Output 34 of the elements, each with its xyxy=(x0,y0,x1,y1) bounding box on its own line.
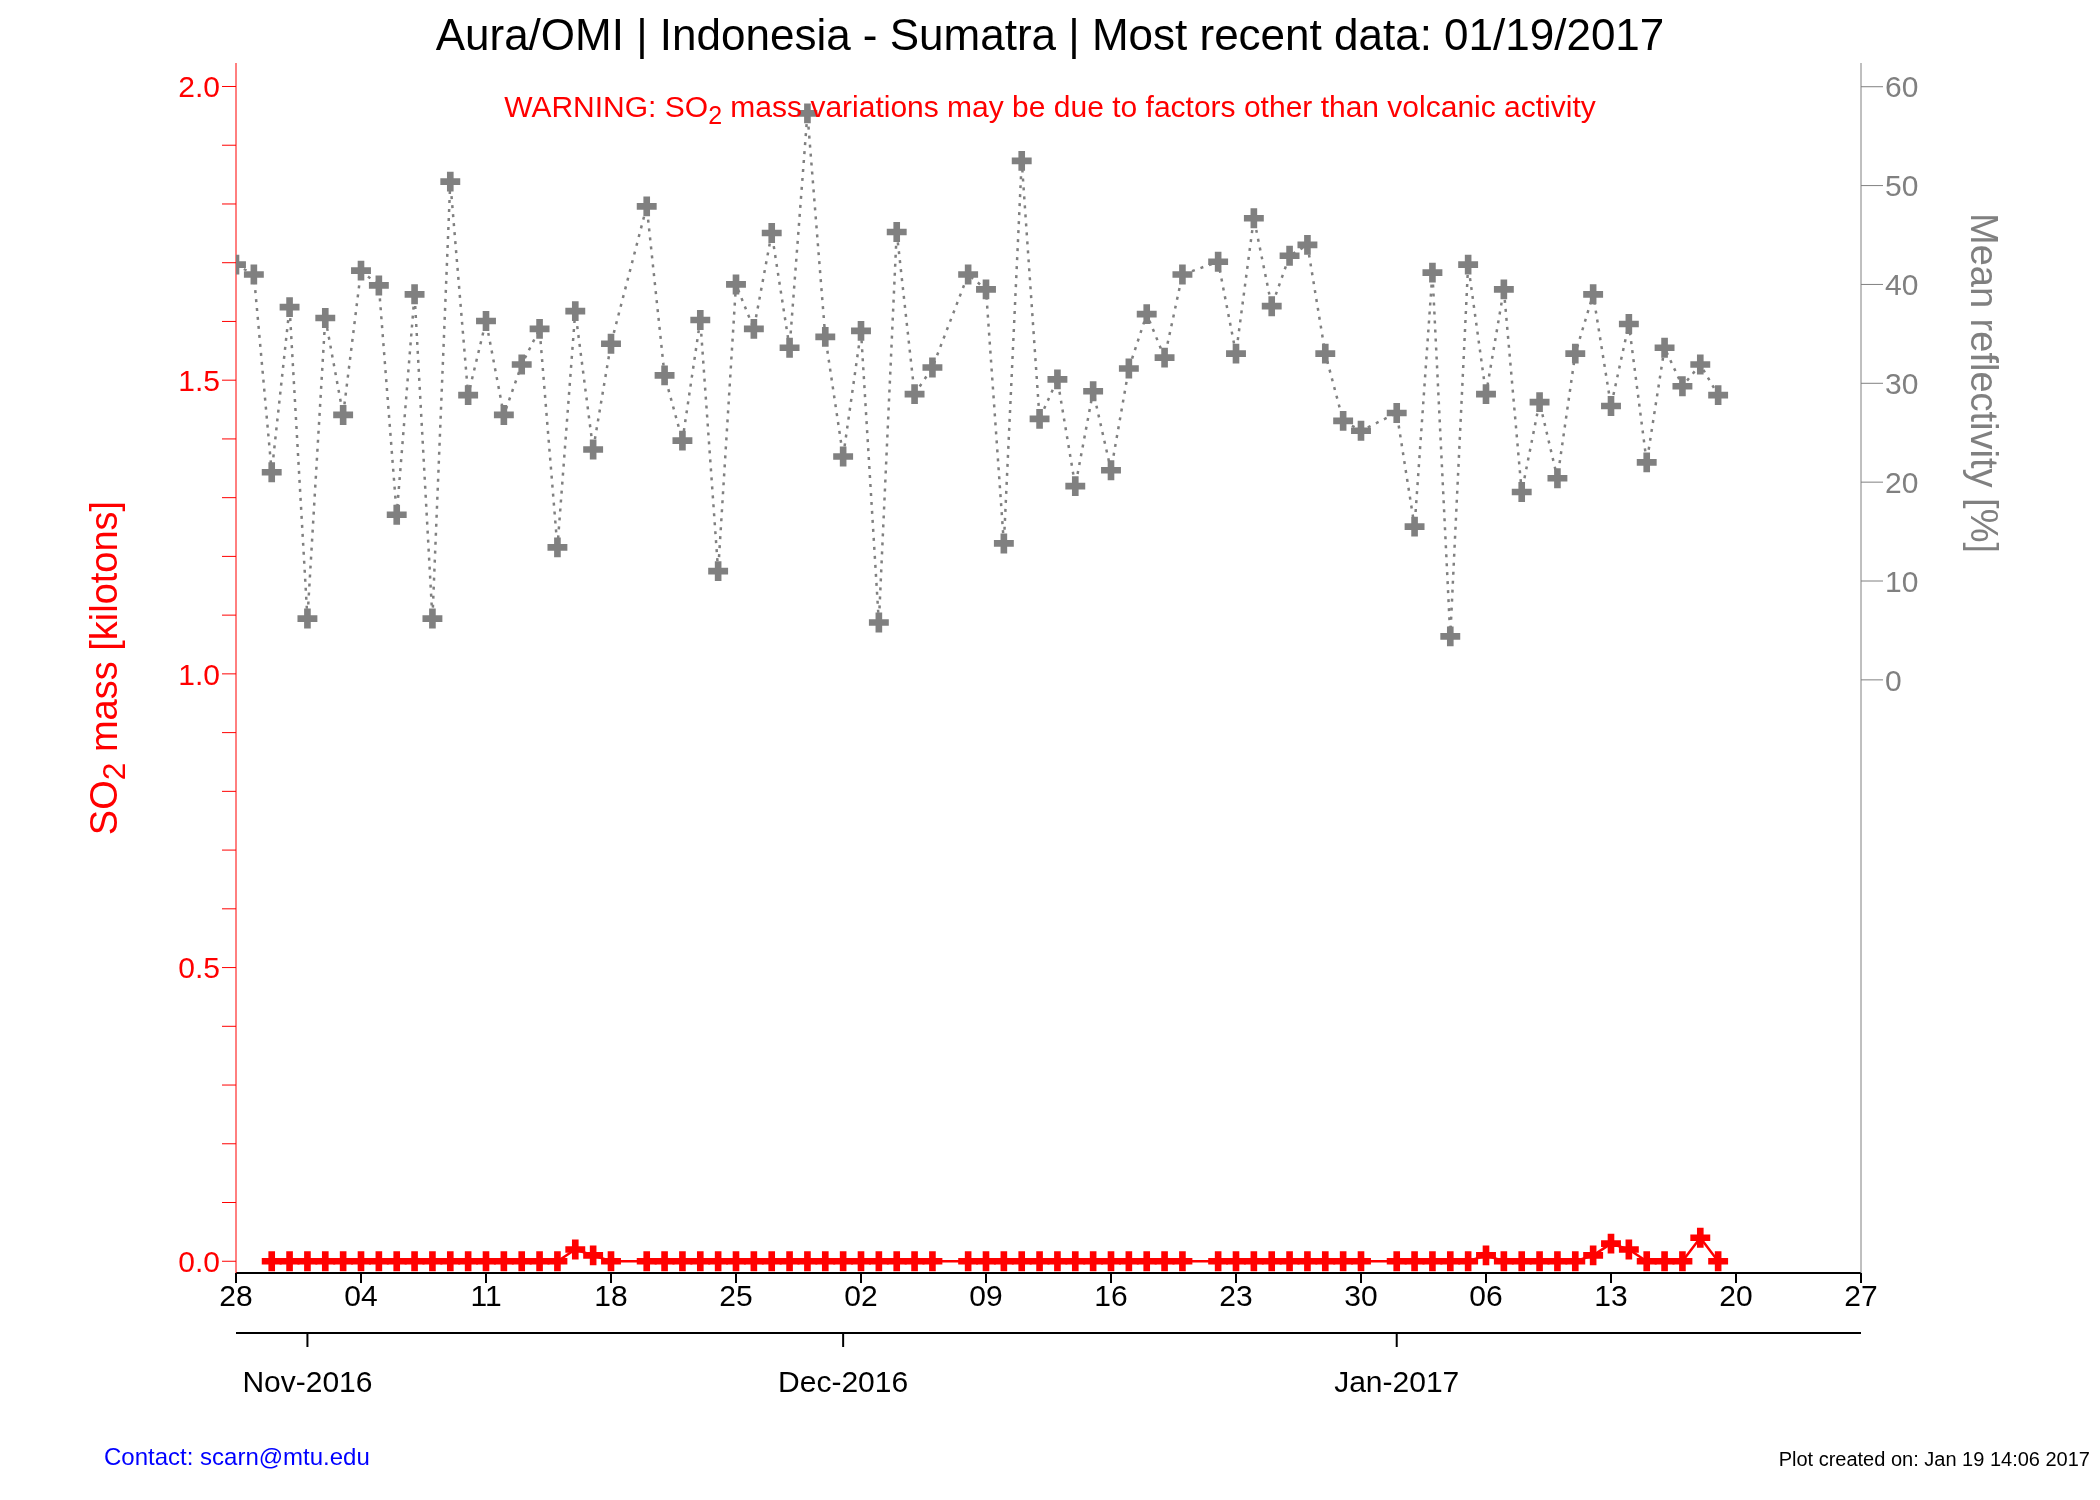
text: Plot created on: Jan 19 14:06 2017 xyxy=(1778,1448,2090,1471)
chart-title: Aura/OMI | Indonesia - Sumatra | Most recent data: 01/19/2017 xyxy=(434,10,1666,60)
y2-axis-title: Mean reflectivity [%] xyxy=(1961,213,2005,553)
y2-tick-label: 40 xyxy=(1885,268,1919,302)
y-tick-label: 0.5 xyxy=(178,951,220,985)
y2-tick-label: 0 xyxy=(1885,663,1902,697)
x-tick-label: 04 xyxy=(344,1279,378,1313)
x-tick-label: 28 xyxy=(219,1279,253,1313)
x-tick-label: 18 xyxy=(594,1279,628,1313)
y-tick-label: 2.0 xyxy=(178,70,220,104)
x-tick-label: 16 xyxy=(1094,1279,1128,1313)
x2-tick-label: Dec-2016 xyxy=(778,1365,909,1399)
x-tick-label: 25 xyxy=(719,1279,753,1313)
y-tick-label: 0.0 xyxy=(178,1244,220,1278)
x2-tick-label: Nov-2016 xyxy=(242,1365,373,1399)
y-tick-label: 1.5 xyxy=(178,363,220,397)
x-tick-label: 06 xyxy=(1469,1279,1503,1313)
y2-tick-label: 30 xyxy=(1885,366,1919,400)
x-tick-label: 11 xyxy=(470,1279,502,1313)
y2-tick-label: 10 xyxy=(1885,564,1919,598)
x-tick-label: 27 xyxy=(1844,1279,1878,1313)
x2-tick-label: Jan-2017 xyxy=(1334,1365,1460,1399)
x-tick-label: 09 xyxy=(969,1279,1003,1313)
x-tick-label: 02 xyxy=(844,1279,878,1313)
annotation: WARNING: SO$_{2}$ mass variations may be due to factors other than volcanic activity xyxy=(504,90,1596,129)
x-tick-label: 20 xyxy=(1719,1279,1753,1313)
x-tick-label: 23 xyxy=(1219,1279,1253,1313)
y-tick-label: 1.0 xyxy=(178,657,220,691)
x-tick-label: 30 xyxy=(1344,1279,1378,1313)
text: Contact: scarn@mtu.edu xyxy=(104,1443,370,1471)
x-tick-label: 13 xyxy=(1594,1279,1628,1313)
y2-tick-label: 60 xyxy=(1885,70,1919,104)
y2-tick-label: 50 xyxy=(1885,169,1919,203)
y2-tick-label: 20 xyxy=(1885,465,1919,499)
